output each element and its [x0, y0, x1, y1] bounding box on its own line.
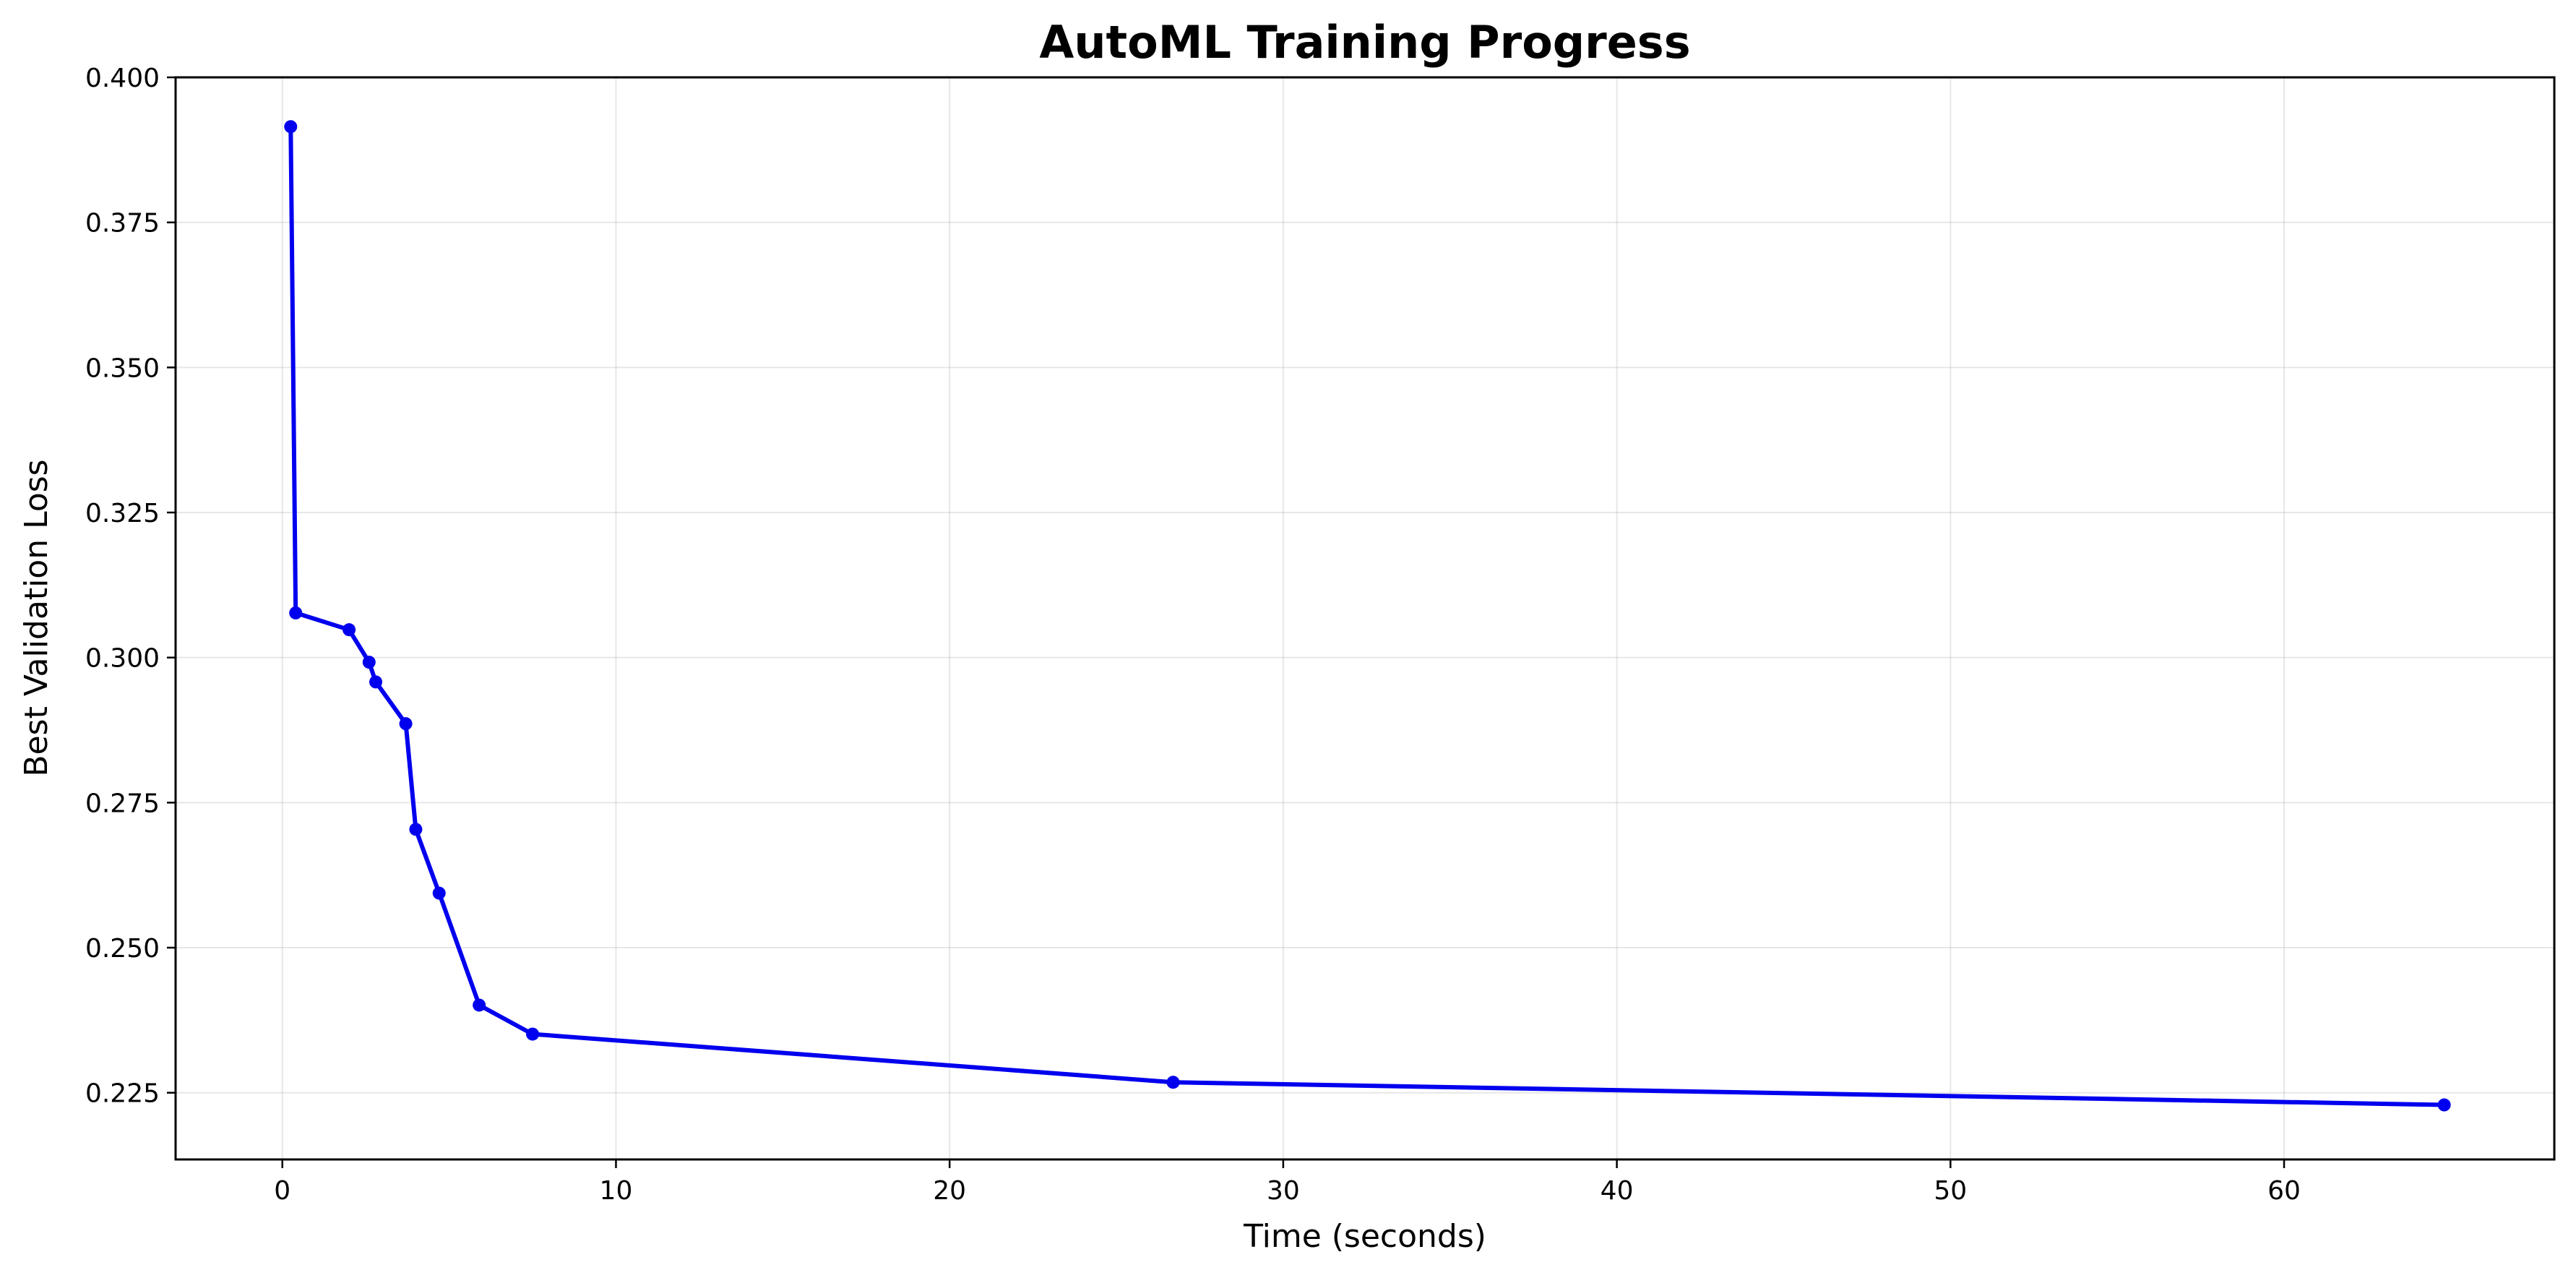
plot-frame	[174, 76, 2556, 1161]
x-tick-label: 20	[933, 1176, 966, 1206]
y-tick-label: 0.350	[85, 353, 160, 383]
data-point	[526, 1027, 540, 1041]
chart-title: AutoML Training Progress	[1039, 16, 1690, 69]
data-point	[1166, 1076, 1180, 1089]
data-point	[2437, 1098, 2451, 1112]
data-point	[369, 675, 383, 689]
y-tick-label: 0.275	[85, 789, 160, 818]
x-axis-label: Time (seconds)	[1243, 1218, 1486, 1255]
data-point	[362, 656, 376, 669]
x-axis-ticks: 0 10 20 30 40 50 60	[274, 1159, 2301, 1206]
grid-layer	[176, 77, 2554, 1159]
data-point	[343, 623, 356, 637]
x-tick-label: 50	[1934, 1176, 1967, 1206]
y-tick-label: 0.300	[85, 644, 160, 674]
x-tick-label: 10	[600, 1176, 633, 1206]
y-tick-label: 0.225	[85, 1079, 160, 1109]
x-tick-label: 0	[274, 1176, 290, 1206]
y-tick-label: 0.400	[85, 64, 160, 93]
series-line	[288, 124, 2447, 1107]
data-point	[409, 823, 423, 836]
series-layer	[284, 120, 2451, 1112]
y-tick-label: 0.250	[85, 934, 160, 964]
y-axis-label: Best Validation Loss	[18, 459, 55, 776]
x-tick-label: 40	[1601, 1176, 1634, 1206]
data-point	[399, 717, 413, 731]
data-point	[473, 998, 486, 1012]
data-point	[289, 606, 303, 619]
x-tick-label: 30	[1267, 1176, 1300, 1206]
y-axis-ticks: 0.225 0.250 0.275 0.300 0.325 0.350 0.375 0.400	[85, 64, 176, 1109]
data-point	[284, 120, 298, 134]
x-tick-label: 60	[2267, 1176, 2301, 1206]
y-tick-label: 0.325	[85, 499, 160, 528]
y-tick-label: 0.375	[85, 209, 160, 239]
data-point	[432, 886, 446, 900]
